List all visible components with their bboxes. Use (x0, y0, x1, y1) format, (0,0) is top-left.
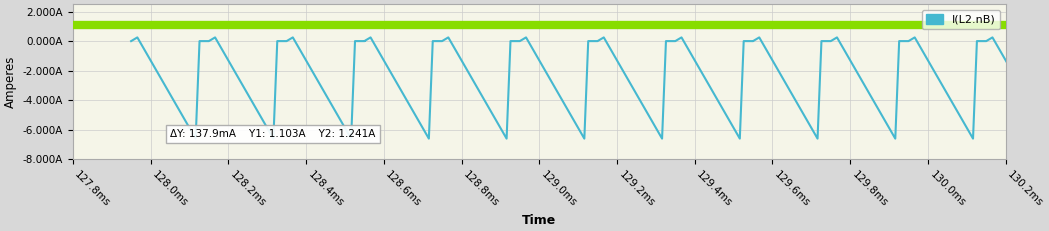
Legend: I(L2.nB): I(L2.nB) (922, 10, 1000, 29)
X-axis label: Time: Time (522, 214, 556, 227)
Y-axis label: Amperes: Amperes (4, 55, 17, 108)
Text: ΔY: 137.9mA    Y1: 1.103A    Y2: 1.241A: ΔY: 137.9mA Y1: 1.103A Y2: 1.241A (170, 129, 376, 139)
